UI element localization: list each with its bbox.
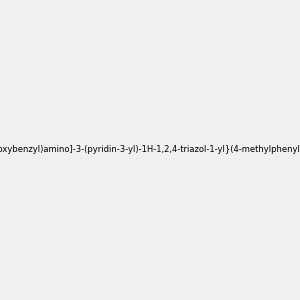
Text: {5-[(4-methoxybenzyl)amino]-3-(pyridin-3-yl)-1H-1,2,4-triazol-1-yl}(4-methylphen: {5-[(4-methoxybenzyl)amino]-3-(pyridin-3… bbox=[0, 146, 300, 154]
